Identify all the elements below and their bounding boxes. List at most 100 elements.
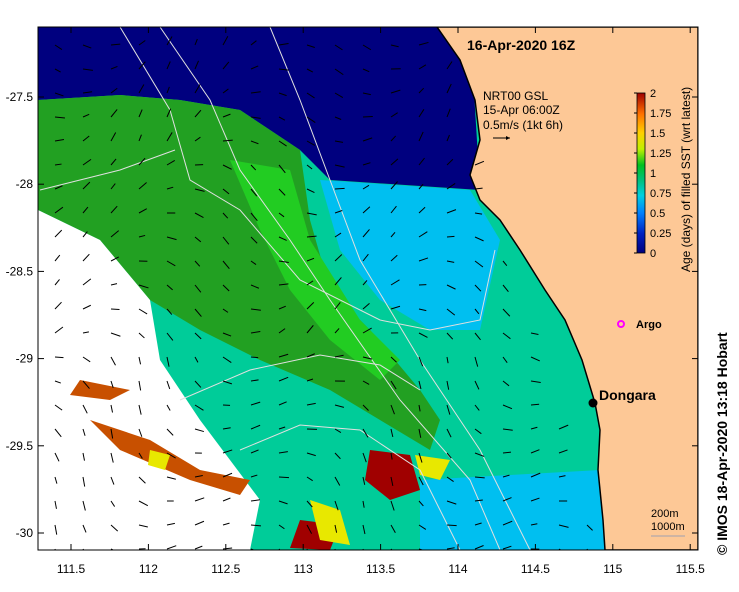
- current-arrow: [166, 380, 171, 390]
- current-arrow: [390, 305, 401, 310]
- current-arrow: [530, 403, 540, 406]
- current-arrow: [222, 236, 230, 245]
- x-tick-label: 114: [448, 562, 467, 576]
- current-arrow: [250, 212, 258, 222]
- current-arrow: [222, 212, 229, 219]
- map-frame: [37, 26, 699, 551]
- current-arrow: [418, 109, 425, 118]
- current-arrow: [138, 234, 146, 238]
- current-arrow: [110, 428, 114, 439]
- colorbar: [636, 92, 646, 254]
- current-arrow: [82, 206, 89, 214]
- current-arrow: [166, 284, 173, 291]
- x-tick-label: 114.5: [521, 562, 550, 576]
- current-arrow: [82, 428, 86, 436]
- current-arrow: [278, 236, 287, 241]
- current-arrow: [446, 235, 455, 238]
- current-arrow: [446, 61, 453, 70]
- current-arrow: [110, 524, 119, 532]
- current-arrow: [278, 476, 290, 479]
- colorbar-tick-label: 0: [650, 248, 656, 260]
- current-arrow: [82, 44, 92, 49]
- current-arrow: [250, 260, 257, 265]
- current-arrow: [334, 116, 342, 120]
- current-arrow: [418, 183, 424, 190]
- current-arrow: [138, 428, 143, 437]
- current-arrow: [502, 497, 512, 502]
- current-arrow: [250, 188, 258, 197]
- colorbar-tick-label: 0.5: [650, 208, 665, 220]
- current-arrow: [474, 212, 483, 215]
- current-arrow: [138, 452, 143, 459]
- current-arrow: [166, 61, 171, 70]
- current-arrow: [166, 260, 176, 267]
- yellow-patches: [148, 450, 450, 545]
- current-arrow: [530, 523, 538, 526]
- current-arrow: [278, 283, 289, 286]
- current-arrow: [558, 475, 566, 478]
- colorbar-tick-label: 1.5: [650, 128, 665, 140]
- current-arrow: [166, 36, 173, 46]
- current-arrow: [250, 65, 259, 70]
- current-arrow: [194, 284, 202, 293]
- current-arrow: [82, 68, 93, 71]
- current-arrow: [250, 499, 261, 502]
- current-arrow: [502, 356, 508, 363]
- current-arrow: [250, 474, 258, 478]
- credit-text: © IMOS 18-Apr-2020 13:18 Hobart: [714, 332, 730, 555]
- current-arrow: [446, 158, 454, 166]
- current-arrow: [474, 380, 480, 390]
- current-arrow: [278, 426, 286, 430]
- current-arrow: [194, 38, 198, 46]
- current-arrow: [390, 356, 397, 363]
- current-arrow: [54, 185, 63, 190]
- current-arrow: [362, 524, 366, 535]
- current-arrow: [110, 87, 118, 94]
- current-arrow: [222, 139, 233, 142]
- current-arrow: [166, 160, 175, 166]
- current-arrow: [446, 428, 452, 438]
- current-arrow: [418, 332, 428, 338]
- current-arrow: [54, 206, 64, 214]
- x-tick-label: 113.5: [366, 562, 395, 576]
- current-arrow: [446, 380, 450, 390]
- current-arrow: [474, 356, 479, 367]
- current-arrow: [474, 332, 481, 341]
- current-arrow: [390, 428, 394, 438]
- current-arrow: [54, 229, 63, 238]
- current-arrow: [502, 332, 511, 340]
- current-arrow: [194, 404, 204, 411]
- current-arrow: [54, 44, 63, 51]
- ocean-cyan-south: [420, 470, 605, 550]
- y-tick-label: -28: [16, 177, 34, 191]
- current-arrow: [362, 137, 373, 142]
- current-arrow: [306, 280, 314, 286]
- current-arrow: [250, 236, 258, 244]
- current-arrow: [306, 353, 315, 358]
- current-arrow: [138, 380, 142, 391]
- current-arrow: [446, 108, 451, 118]
- current-arrow: [194, 380, 202, 388]
- current-arrow: [82, 452, 85, 461]
- current-arrow: [222, 356, 232, 363]
- current-arrow: [166, 86, 170, 94]
- current-arrow: [474, 522, 482, 526]
- current-arrow: [278, 188, 286, 196]
- current-arrow: [250, 424, 261, 430]
- current-arrow: [418, 452, 423, 463]
- current-arrow: [390, 158, 399, 166]
- current-arrow: [558, 524, 569, 528]
- isobath-label-1000m: 1000m: [651, 521, 685, 533]
- current-arrow: [166, 356, 170, 367]
- colorbar-ticks: 2 1.75 1.5 1.25 1 0.75 0.5 0.25 0: [634, 88, 671, 260]
- current-arrow: [278, 353, 289, 358]
- current-arrow: [530, 449, 540, 454]
- current-arrow: [390, 279, 400, 286]
- current-arrow: [306, 257, 315, 262]
- current-arrow: [390, 112, 398, 118]
- current-arrow: [334, 140, 344, 143]
- current-arrow: [138, 356, 142, 365]
- current-arrow: [138, 157, 146, 166]
- current-arrow: [446, 308, 456, 316]
- current-arrow: [194, 475, 203, 478]
